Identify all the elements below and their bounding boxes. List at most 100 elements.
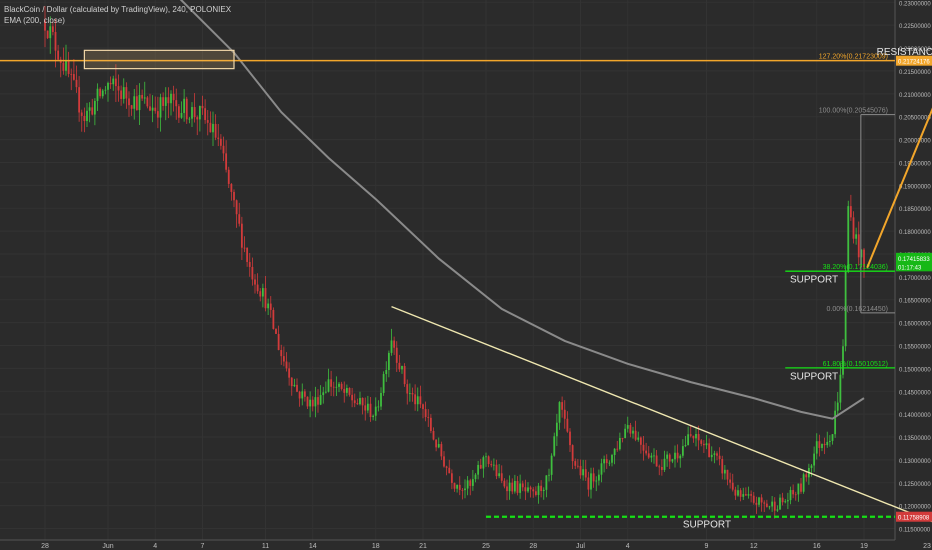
candle-body (416, 396, 419, 405)
candle-up (582, 459, 585, 481)
candle-body (356, 403, 359, 405)
candle-body (238, 214, 241, 224)
candle-body (587, 477, 590, 490)
candle-body (511, 482, 514, 492)
candle-body (149, 106, 151, 111)
candle-body (737, 490, 739, 496)
candle-down (272, 307, 275, 330)
candle-body (826, 441, 829, 446)
candle-body (80, 112, 83, 116)
y-tick-label: 0.11500000 (899, 528, 931, 534)
candle-body (154, 107, 157, 112)
candle-down (697, 425, 700, 451)
fib-level-label: 61.80%(0.15010512) (823, 361, 888, 368)
candle-body (663, 458, 666, 470)
candle-body (508, 482, 511, 492)
candle-up (508, 475, 511, 500)
candle-down (576, 459, 579, 469)
candle-body (857, 234, 860, 258)
candle-up (828, 435, 831, 447)
candle-down (201, 95, 204, 115)
candle-body (217, 137, 220, 139)
candle-body (188, 118, 191, 120)
candle-body (700, 440, 703, 444)
candle-body (275, 328, 277, 334)
candle-down (172, 85, 175, 112)
candle-body (296, 384, 298, 392)
candle-body (563, 409, 566, 419)
candle-down (259, 288, 262, 302)
candle-up (632, 426, 634, 439)
candle-body (750, 494, 753, 496)
candle-down (419, 385, 422, 409)
candle-up (713, 450, 716, 464)
candle-body (674, 452, 676, 460)
candle-body (130, 105, 133, 109)
candle-body (280, 350, 283, 357)
candle-up (555, 413, 558, 446)
candle-up (88, 102, 91, 123)
candle-up (322, 386, 325, 404)
candle-body (537, 485, 540, 495)
candle-down (450, 469, 453, 490)
candle-down (185, 96, 188, 124)
candle-body (411, 393, 414, 395)
candle-up (143, 81, 146, 104)
candle-up (477, 460, 480, 480)
candle-body (642, 444, 645, 451)
candle-body (668, 454, 671, 462)
candle-up (387, 350, 390, 378)
candle-down (676, 444, 679, 463)
candle-body (828, 440, 831, 442)
candle-body (206, 120, 209, 123)
candle-body (471, 479, 474, 486)
candle-up (385, 361, 388, 382)
candle-up (600, 458, 603, 483)
candle-down (146, 95, 149, 109)
candle-down (91, 98, 94, 116)
candle-down (364, 397, 367, 421)
candle-up (86, 102, 88, 128)
candle-body (492, 464, 495, 466)
candle-down (587, 471, 590, 497)
candle-body (314, 397, 317, 407)
candle-down (490, 460, 493, 468)
price-label-bg (896, 261, 932, 272)
candle-body (786, 500, 789, 502)
candle-body (327, 379, 330, 392)
candle-down (46, 30, 49, 40)
candle-body (49, 26, 52, 39)
candle-body (343, 388, 346, 393)
candle-body (351, 394, 354, 401)
candle-up (212, 111, 214, 147)
x-tick-label: 12 (750, 543, 758, 550)
candle-body (317, 397, 319, 405)
candle-down (303, 389, 306, 402)
candle-body (744, 494, 747, 496)
candle-body (330, 379, 333, 387)
candle-body (469, 480, 472, 486)
candle-up (558, 401, 561, 430)
candle-body (771, 501, 774, 507)
candle-body (729, 479, 732, 483)
candle-body (419, 396, 422, 405)
candle-down (445, 465, 448, 476)
candle-down (230, 183, 233, 201)
candle-down (726, 469, 729, 486)
candle-down (340, 381, 343, 391)
candle-body (309, 399, 312, 407)
candle-up (687, 426, 690, 446)
candle-body (269, 303, 272, 310)
candle-down (716, 451, 718, 461)
candle-body (393, 340, 396, 348)
candle-body (141, 94, 144, 99)
candle-body (495, 464, 498, 477)
candle-up (180, 101, 183, 119)
candle-down (458, 476, 461, 496)
candle-body (219, 138, 222, 146)
candle-body (597, 474, 600, 481)
y-tick-label: 0.20000000 (899, 139, 931, 145)
candle-up (611, 453, 613, 467)
candle-down (563, 400, 566, 429)
